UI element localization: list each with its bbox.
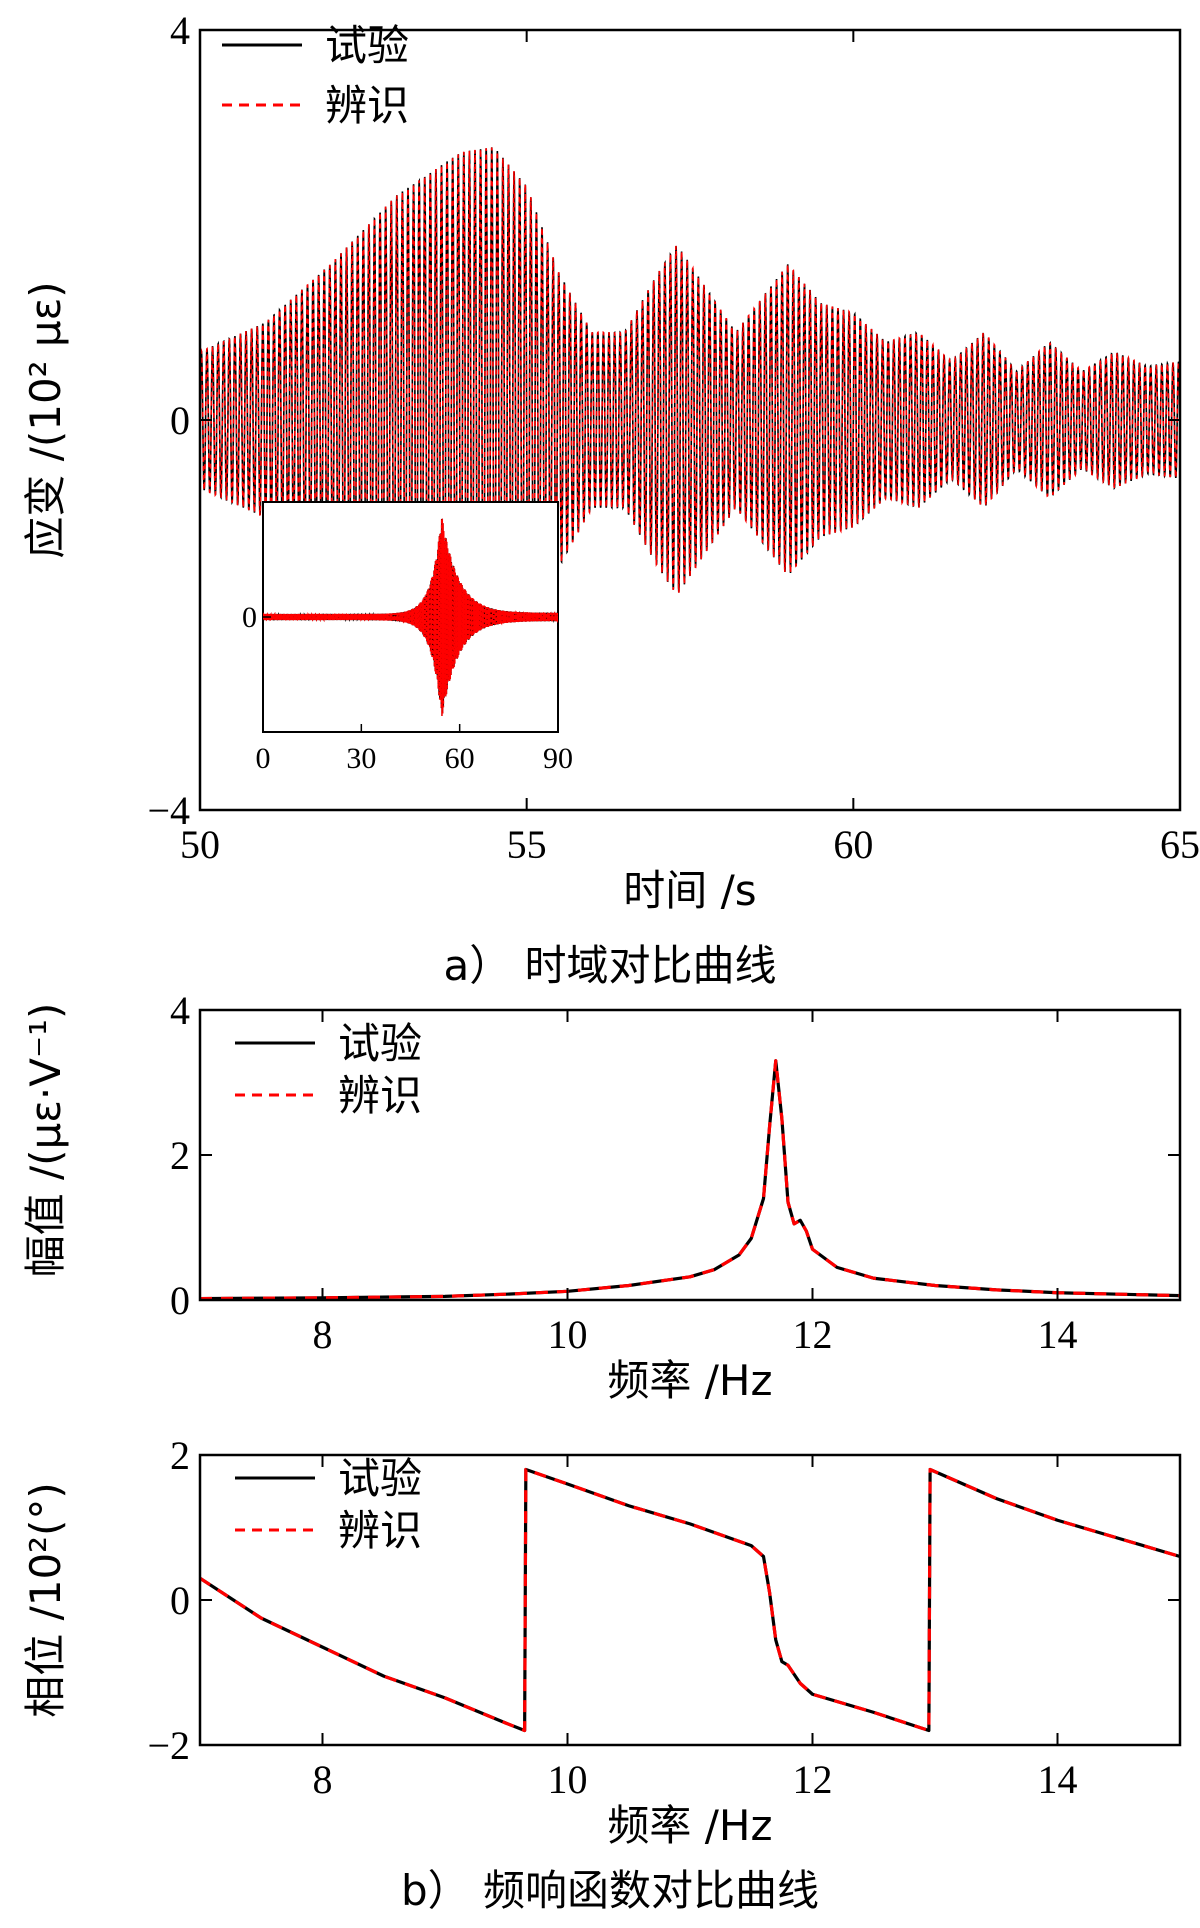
- magnitude-ylabel: 幅值 /(με·V⁻¹): [21, 1003, 70, 1278]
- phase-xlabel: 频率 /Hz: [607, 1801, 772, 1850]
- phase-ylabel: 相位 /10²(°): [21, 1482, 70, 1718]
- x-tick-label: 60: [833, 822, 873, 867]
- inset-y-tick-label: 0: [242, 601, 257, 634]
- x-tick-label: 14: [1038, 1312, 1078, 1357]
- inset-ticks: 0 30 60 90 0: [242, 601, 573, 775]
- x-tick-label: 10: [548, 1757, 588, 1802]
- y-tick-label: 4: [170, 988, 190, 1033]
- x-tick-label: 55: [507, 822, 547, 867]
- x-tick-label: 8: [313, 1312, 333, 1357]
- inset-x-tick-label: 0: [256, 742, 271, 775]
- legend-label-test: 试验: [325, 21, 409, 70]
- magnitude-legend: 试验 辨识: [235, 1019, 422, 1120]
- y-tick-label: −4: [147, 788, 190, 833]
- series-identified-line: [200, 147, 1180, 693]
- y-tick-label: 0: [170, 1278, 190, 1323]
- time-domain-chart: 0 30 60 90 0 50 55 60 65 −4 0 4 时间 /s 应变 /(10² με)…: [21, 8, 1200, 990]
- phase-chart: 8 10 12 14 −2 0 2 频率 /Hz 相位 /10²(°) 试验 辨识 b） 频…: [21, 1433, 1182, 1915]
- x-tick-label: 50: [180, 822, 220, 867]
- phase-series: [200, 1467, 1180, 1733]
- inset-x-tick-label: 60: [445, 742, 475, 775]
- time-domain-ylabel: 应变 /(10² με): [21, 281, 70, 558]
- magnitude-xlabel: 频率 /Hz: [607, 1356, 772, 1405]
- magnitude-series: [200, 1059, 1180, 1300]
- time-domain-xlabel: 时间 /s: [623, 866, 756, 915]
- y-tick-label: 0: [170, 1578, 190, 1623]
- y-tick-label: −2: [147, 1723, 190, 1768]
- legend-label-identified: 辨识: [325, 81, 409, 130]
- x-tick-label: 12: [793, 1757, 833, 1802]
- inset-identified-line: [263, 518, 558, 716]
- series-identified-line: [200, 1467, 1180, 1733]
- x-tick-label: 12: [793, 1312, 833, 1357]
- time-domain-legend: 试验 辨识: [222, 21, 409, 130]
- inset-x-tick-label: 90: [543, 742, 573, 775]
- phase-legend: 试验 辨识: [235, 1454, 422, 1555]
- inset-x-tick-label: 30: [346, 742, 376, 775]
- y-tick-label: 0: [170, 398, 190, 443]
- legend-label-identified: 辨识: [338, 1506, 422, 1555]
- inset-series: [263, 518, 558, 716]
- time-domain-series: [200, 147, 1180, 693]
- phase-ticks: 8 10 12 14 −2 0 2: [147, 1433, 1180, 1802]
- caption-b: b） 频响函数对比曲线: [401, 1866, 819, 1915]
- legend-label-identified: 辨识: [338, 1071, 422, 1120]
- y-tick-label: 4: [170, 8, 190, 53]
- inset-chart: 0 30 60 90 0: [242, 501, 573, 775]
- caption-a: a） 时域对比曲线: [443, 941, 776, 990]
- x-tick-label: 65: [1160, 822, 1200, 867]
- magnitude-chart: 8 10 12 14 0 2 4 频率 /Hz 幅值 /(με·V⁻¹) 试验 辨识: [21, 988, 1182, 1405]
- x-tick-label: 8: [313, 1757, 333, 1802]
- time-domain-ticks: 50 55 60 65 −4 0 4: [147, 8, 1200, 867]
- y-tick-label: 2: [170, 1433, 190, 1478]
- series-test-line: [200, 147, 1180, 693]
- x-tick-label: 10: [548, 1312, 588, 1357]
- x-tick-label: 14: [1038, 1757, 1078, 1802]
- legend-label-test: 试验: [338, 1019, 422, 1068]
- y-tick-label: 2: [170, 1133, 190, 1178]
- series-test-line: [200, 1059, 1180, 1300]
- magnitude-ticks: 8 10 12 14 0 2 4: [170, 988, 1180, 1357]
- legend-label-test: 试验: [338, 1454, 422, 1503]
